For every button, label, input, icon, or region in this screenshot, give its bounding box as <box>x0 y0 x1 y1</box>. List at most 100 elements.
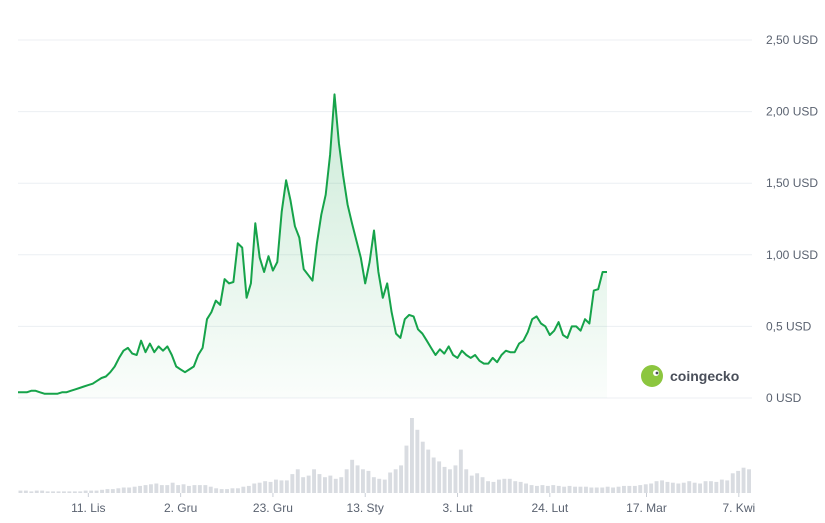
volume-bar <box>513 481 518 493</box>
volume-bar <box>72 491 77 493</box>
volume-bar <box>56 491 61 493</box>
volume-bar <box>393 469 398 493</box>
x-tick-label: 11. Lis <box>71 501 105 515</box>
volume-bar <box>62 491 66 493</box>
volume-bars <box>18 418 751 493</box>
volume-bar <box>415 429 420 493</box>
volume-bar <box>187 485 191 493</box>
volume-bar <box>170 482 175 493</box>
volume-bar <box>290 474 295 493</box>
volume-bar <box>420 441 425 493</box>
y-tick-label: 0,5 USD <box>766 319 812 333</box>
volume-bar <box>687 481 692 493</box>
volume-bar <box>567 485 572 493</box>
volume-bar <box>643 484 648 493</box>
volume-bar <box>475 473 480 493</box>
volume-bar <box>105 489 110 493</box>
volume-bar <box>274 479 278 493</box>
volume-bar <box>442 466 447 493</box>
volume-bar <box>317 474 322 493</box>
volume-bar <box>594 487 599 493</box>
volume-bar <box>51 491 55 493</box>
volume-bar <box>540 485 545 493</box>
volume-bar <box>573 486 577 493</box>
volume-bar <box>578 486 583 493</box>
volume-bar <box>323 477 327 493</box>
coingecko-watermark: coingecko <box>641 365 739 387</box>
volume-bar <box>116 488 121 493</box>
volume-bar <box>268 481 273 493</box>
volume-bar <box>703 481 708 493</box>
volume-bar <box>45 491 50 493</box>
volume-bar <box>632 485 637 493</box>
volume-bar <box>518 481 523 493</box>
volume-bar <box>214 488 219 493</box>
volume-bar <box>18 490 23 493</box>
volume-bar <box>110 489 115 493</box>
volume-bar <box>181 484 186 493</box>
volume-bar <box>469 475 474 493</box>
volume-bar <box>399 465 403 493</box>
volume-bar <box>219 489 224 493</box>
x-axis-ticks: 11. Lis 2. Gru 23. Gru 13. Sty 3. Lut 24. Lut… <box>71 493 755 515</box>
volume-bar <box>29 491 34 493</box>
volume-bar <box>545 485 550 493</box>
volume-bar <box>507 478 512 493</box>
brand-name: coingecko <box>670 368 739 384</box>
volume-bar <box>83 490 88 493</box>
volume-bar <box>486 481 490 493</box>
volume-bar <box>154 483 159 493</box>
volume-bar <box>159 485 164 493</box>
volume-bar <box>252 483 257 493</box>
volume-bar <box>284 480 289 493</box>
volume-bar <box>556 485 561 493</box>
volume-bar <box>143 485 148 493</box>
volume-bar <box>89 490 94 493</box>
volume-bar <box>192 485 197 493</box>
volume-bar <box>458 449 463 493</box>
y-tick-label: 2,50 USD <box>766 33 818 47</box>
price-area <box>18 94 607 399</box>
volume-bar <box>100 489 104 493</box>
x-tick-label: 23. Gru <box>253 501 293 515</box>
volume-bar <box>328 475 333 493</box>
volume-bar <box>497 479 501 493</box>
volume-bar <box>67 491 72 493</box>
volume-bar <box>371 477 376 493</box>
volume-bar <box>132 486 137 493</box>
volume-bar <box>627 485 632 493</box>
y-tick-label: 1,50 USD <box>766 176 818 190</box>
volume-bar <box>681 482 686 493</box>
volume-bar <box>246 485 251 493</box>
volume-bar <box>692 482 697 493</box>
price-line <box>18 93 607 395</box>
volume-bar <box>747 469 751 493</box>
volume-bar <box>589 487 594 493</box>
volume-bar <box>464 469 469 493</box>
volume-bar <box>34 490 39 493</box>
y-tick-label: 2,00 USD <box>766 105 818 119</box>
volume-bar <box>208 486 213 493</box>
volume-bar <box>638 485 643 493</box>
volume-bar <box>665 481 670 493</box>
volume-bar <box>562 486 567 493</box>
volume-bar <box>78 491 83 493</box>
volume-bar <box>382 479 387 493</box>
volume-bar <box>670 482 675 493</box>
volume-bar <box>437 461 442 493</box>
volume-bar <box>279 480 284 493</box>
volume-bar <box>197 485 202 493</box>
x-tick-label: 7. Kwi <box>722 501 755 515</box>
volume-bar <box>350 459 355 493</box>
volume-bar <box>366 470 371 493</box>
volume-bar <box>535 485 539 493</box>
volume-bar <box>654 481 659 493</box>
volume-bar <box>611 487 615 493</box>
volume-bar <box>241 486 246 493</box>
volume-bar <box>388 472 393 493</box>
volume-bar <box>616 486 621 493</box>
volume-bar <box>649 483 654 493</box>
volume-bar <box>263 481 268 493</box>
volume-bar <box>165 485 170 493</box>
